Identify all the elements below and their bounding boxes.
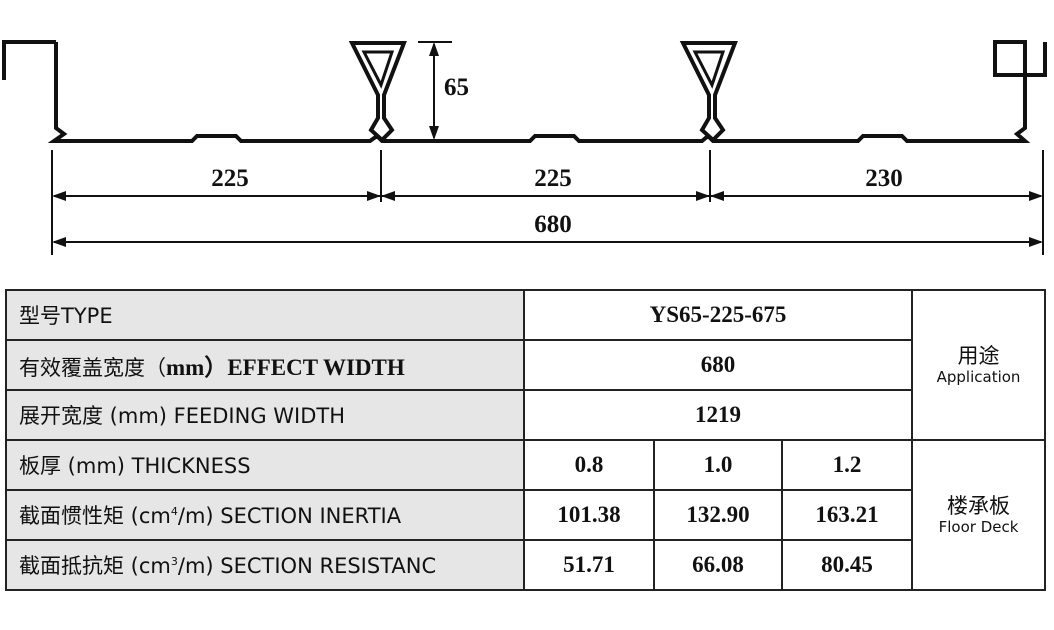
height-label: 65 — [444, 74, 469, 101]
deck-rib-2 — [679, 41, 738, 143]
inertia-value-2: 132.90 — [653, 489, 783, 541]
type-value: YS65-225-675 — [522, 289, 914, 341]
effect-label-bold: mm）EFFECT WIDTH — [166, 355, 405, 380]
table-row: 有效覆盖宽度（mm）EFFECT WIDTH 680 — [5, 339, 1045, 391]
resistance-value-1: 51.71 — [523, 539, 655, 591]
inertia-label-a: 截面惯性矩 (cm — [19, 504, 171, 528]
usage-cn: 用途 — [957, 344, 1000, 368]
span-label-1: 225 — [211, 165, 249, 192]
feeding-width-label: 展开宽度 (mm) FEEDING WIDTH — [5, 389, 525, 441]
feeding-width-value: 1219 — [522, 389, 914, 441]
span-label-3: 230 — [865, 165, 903, 192]
resistance-value-2: 66.08 — [653, 539, 783, 591]
deck-profile-outline — [2, 40, 1047, 143]
floor-deck-cell: 楼承板 Floor Deck — [911, 439, 1047, 591]
inertia-value-1: 101.38 — [523, 489, 655, 541]
resistance-label: 截面抵抗矩 (cm3/m) SECTION RESISTANC — [5, 539, 525, 591]
thickness-label: 板厚 (mm) THICKNESS — [5, 439, 525, 491]
deck-profile-drawing: 65 225 225 230 680 — [2, 40, 1047, 255]
thickness-value-1: 0.8 — [523, 439, 655, 491]
span-label-2: 225 — [534, 165, 572, 192]
table-row: 展开宽度 (mm) FEEDING WIDTH 1219 — [5, 389, 1045, 441]
deck-rib-1 — [348, 41, 407, 143]
inertia-label-b: /m) SECTION INERTIA — [177, 504, 402, 528]
resistance-value-3: 80.45 — [780, 539, 914, 591]
resistance-label-a: 截面抵抗矩 (cm — [19, 554, 171, 578]
type-label: 型号TYPE — [5, 289, 525, 341]
height-dimension — [418, 41, 452, 140]
table-row: 型号TYPE YS65-225-675 用途 Application — [5, 289, 1047, 441]
effect-width-value: 680 — [522, 339, 914, 391]
spec-table: 型号TYPE YS65-225-675 用途 Application 有效覆盖宽… — [5, 289, 1047, 591]
effect-width-label: 有效覆盖宽度（mm）EFFECT WIDTH — [5, 339, 525, 391]
effect-label-cn: 有效覆盖宽度（ — [19, 356, 166, 380]
resistance-label-b: /m) SECTION RESISTANC — [177, 554, 437, 578]
table-row: 截面惯性矩 (cm4/m) SECTION INERTIA 101.38 132… — [5, 489, 1045, 541]
table-row: 板厚 (mm) THICKNESS 0.8 1.0 1.2 楼承板 Floor … — [5, 439, 1047, 591]
span-dimension-lines — [51, 150, 1044, 255]
inertia-sup: 4 — [170, 505, 178, 518]
table-row: 截面抵抗矩 (cm3/m) SECTION RESISTANC 51.71 66… — [5, 539, 1045, 591]
resistance-sup: 3 — [170, 555, 178, 568]
total-width-label: 680 — [534, 211, 572, 238]
thickness-value-2: 1.0 — [653, 439, 783, 491]
usage-en: Application — [936, 368, 1021, 386]
floor-deck-en: Floor Deck — [938, 518, 1019, 536]
inertia-value-3: 163.21 — [780, 489, 914, 541]
usage-cell: 用途 Application — [911, 289, 1047, 441]
floor-deck-cn: 楼承板 — [947, 494, 1011, 518]
inertia-label: 截面惯性矩 (cm4/m) SECTION INERTIA — [5, 489, 525, 541]
thickness-value-3: 1.2 — [780, 439, 914, 491]
